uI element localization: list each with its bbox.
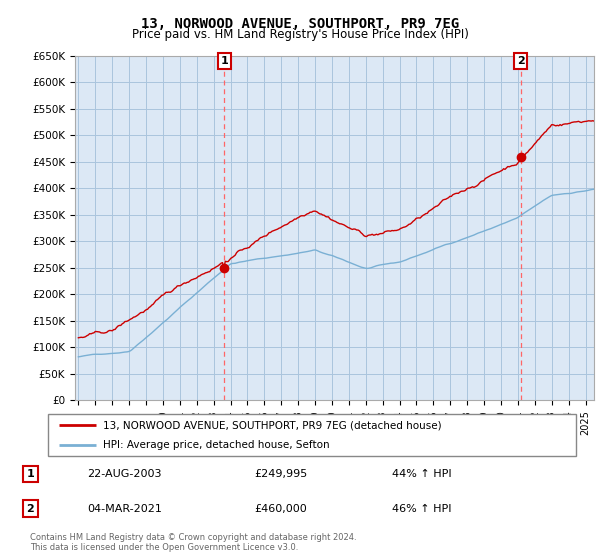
Text: 44% ↑ HPI: 44% ↑ HPI <box>392 469 452 479</box>
Text: 1: 1 <box>26 469 34 479</box>
Text: 22-AUG-2003: 22-AUG-2003 <box>87 469 161 479</box>
Text: 1: 1 <box>221 56 229 66</box>
Text: 13, NORWOOD AVENUE, SOUTHPORT, PR9 7EG (detached house): 13, NORWOOD AVENUE, SOUTHPORT, PR9 7EG (… <box>103 421 442 430</box>
Text: 04-MAR-2021: 04-MAR-2021 <box>87 504 162 514</box>
Text: 46% ↑ HPI: 46% ↑ HPI <box>392 504 452 514</box>
Text: 2: 2 <box>517 56 524 66</box>
Text: Price paid vs. HM Land Registry's House Price Index (HPI): Price paid vs. HM Land Registry's House … <box>131 28 469 41</box>
Text: £460,000: £460,000 <box>254 504 307 514</box>
Text: 13, NORWOOD AVENUE, SOUTHPORT, PR9 7EG: 13, NORWOOD AVENUE, SOUTHPORT, PR9 7EG <box>141 17 459 31</box>
Text: This data is licensed under the Open Government Licence v3.0.: This data is licensed under the Open Gov… <box>30 543 298 552</box>
FancyBboxPatch shape <box>48 414 576 456</box>
Text: 2: 2 <box>26 504 34 514</box>
Text: HPI: Average price, detached house, Sefton: HPI: Average price, detached house, Seft… <box>103 441 330 450</box>
Text: Contains HM Land Registry data © Crown copyright and database right 2024.: Contains HM Land Registry data © Crown c… <box>30 533 356 542</box>
Text: £249,995: £249,995 <box>254 469 307 479</box>
